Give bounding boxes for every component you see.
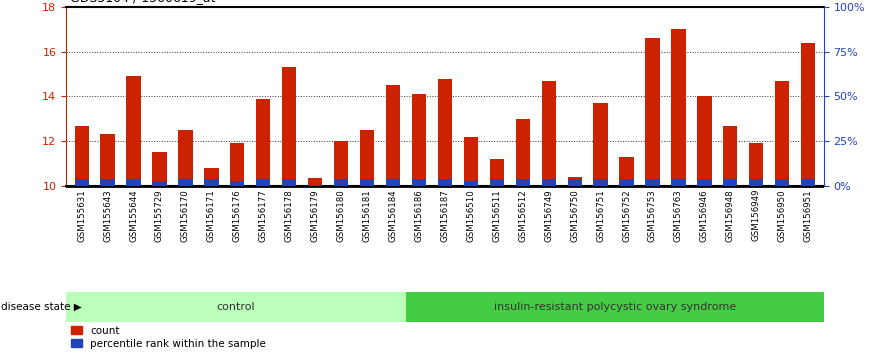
Bar: [542, 81, 556, 186]
Text: GSM156180: GSM156180: [337, 189, 345, 242]
Bar: [282, 67, 296, 186]
Text: GSM156951: GSM156951: [803, 189, 812, 241]
Bar: [75, 126, 89, 186]
Text: GSM156752: GSM156752: [622, 189, 631, 242]
Bar: [463, 137, 478, 186]
Bar: [100, 135, 115, 186]
Text: GSM156511: GSM156511: [492, 189, 501, 242]
Text: GSM156170: GSM156170: [181, 189, 190, 242]
Text: GSM156510: GSM156510: [466, 189, 476, 242]
Bar: [697, 96, 712, 186]
Bar: [775, 179, 789, 186]
Bar: [100, 179, 115, 186]
Text: GSM156512: GSM156512: [518, 189, 527, 242]
Text: disease state ▶: disease state ▶: [1, 302, 82, 312]
Bar: [204, 168, 218, 186]
Bar: [411, 94, 426, 186]
Bar: [723, 126, 737, 186]
Text: GSM156949: GSM156949: [751, 189, 761, 241]
Bar: [178, 179, 193, 186]
Text: GSM156950: GSM156950: [778, 189, 787, 241]
Text: GSM156178: GSM156178: [285, 189, 293, 242]
Text: GSM156184: GSM156184: [389, 189, 397, 242]
Bar: [801, 43, 815, 186]
Text: GSM156948: GSM156948: [726, 189, 735, 241]
Bar: [360, 179, 374, 186]
Bar: [619, 157, 633, 186]
Bar: [515, 179, 529, 186]
Bar: [567, 179, 581, 186]
Bar: [406, 292, 824, 322]
Text: GSM156187: GSM156187: [440, 189, 449, 242]
Bar: [152, 152, 167, 186]
Text: insulin-resistant polycystic ovary syndrome: insulin-resistant polycystic ovary syndr…: [493, 302, 736, 312]
Bar: [490, 159, 504, 186]
Bar: [256, 179, 270, 186]
Bar: [178, 130, 193, 186]
Bar: [697, 179, 712, 186]
Text: GSM156186: GSM156186: [414, 189, 424, 242]
Text: GSM156749: GSM156749: [544, 189, 553, 241]
Bar: [308, 184, 322, 186]
Bar: [671, 179, 685, 186]
Text: GDS3104 / 1560619_at: GDS3104 / 1560619_at: [70, 0, 216, 4]
Text: control: control: [217, 302, 255, 312]
Bar: [723, 179, 737, 186]
Bar: [801, 179, 815, 186]
Text: GSM156171: GSM156171: [207, 189, 216, 242]
Text: GSM156946: GSM156946: [700, 189, 709, 241]
Bar: [360, 130, 374, 186]
Text: GSM155644: GSM155644: [129, 189, 138, 242]
Bar: [542, 179, 556, 186]
Text: GSM156750: GSM156750: [570, 189, 579, 242]
Bar: [256, 99, 270, 186]
Bar: [230, 181, 244, 186]
Bar: [334, 141, 348, 186]
Bar: [515, 119, 529, 186]
Text: GSM156176: GSM156176: [233, 189, 241, 242]
Bar: [126, 76, 141, 186]
Bar: [411, 179, 426, 186]
Bar: [567, 177, 581, 186]
Bar: [308, 178, 322, 186]
Text: GSM156177: GSM156177: [259, 189, 268, 242]
Text: GSM155643: GSM155643: [103, 189, 112, 242]
Bar: [230, 143, 244, 186]
Bar: [204, 179, 218, 186]
Text: GSM156751: GSM156751: [596, 189, 605, 242]
Text: GSM155729: GSM155729: [155, 189, 164, 241]
Bar: [75, 179, 89, 186]
Bar: [594, 179, 608, 186]
Bar: [438, 179, 452, 186]
Bar: [126, 179, 141, 186]
Bar: [66, 292, 406, 322]
Bar: [619, 179, 633, 186]
Bar: [749, 143, 764, 186]
Bar: [671, 29, 685, 186]
Text: GSM156181: GSM156181: [363, 189, 372, 242]
Text: GSM156753: GSM156753: [648, 189, 657, 242]
Bar: [749, 179, 764, 186]
Bar: [775, 81, 789, 186]
Legend: count, percentile rank within the sample: count, percentile rank within the sample: [71, 326, 266, 349]
Bar: [334, 179, 348, 186]
Bar: [490, 179, 504, 186]
Bar: [646, 179, 660, 186]
Text: GSM156179: GSM156179: [311, 189, 320, 241]
Text: GSM156763: GSM156763: [674, 189, 683, 242]
Bar: [152, 181, 167, 186]
Text: GSM155631: GSM155631: [78, 189, 86, 242]
Bar: [386, 85, 400, 186]
Bar: [282, 179, 296, 186]
Bar: [386, 179, 400, 186]
Bar: [463, 181, 478, 186]
Bar: [646, 38, 660, 186]
Bar: [594, 103, 608, 186]
Bar: [438, 79, 452, 186]
